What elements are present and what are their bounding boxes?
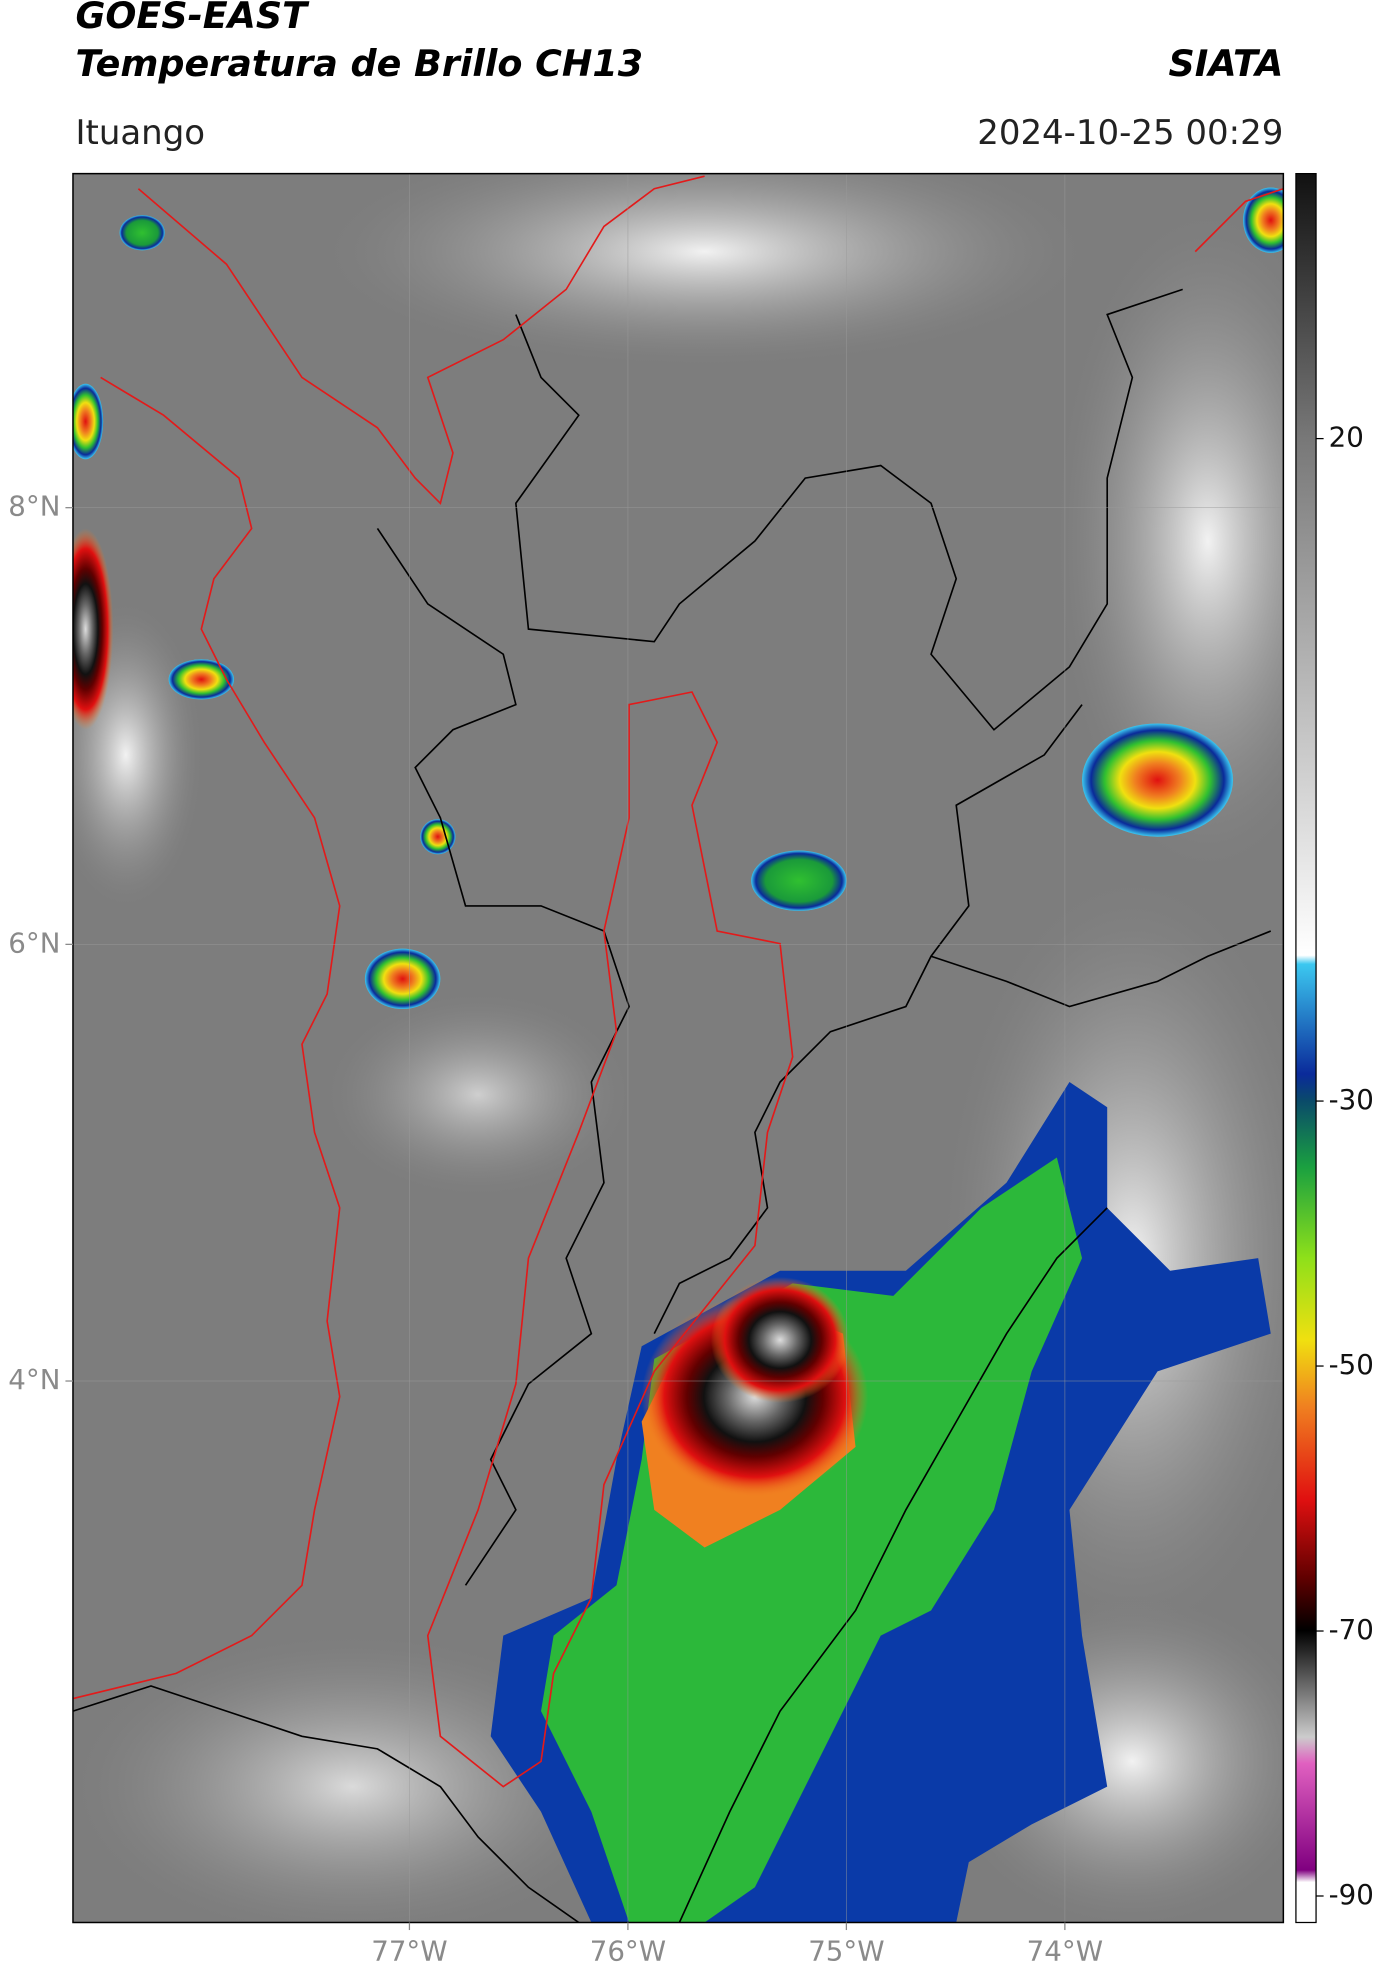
- border: [515, 288, 1183, 731]
- location: Ituango: [75, 113, 205, 153]
- storm-cell: [168, 659, 235, 700]
- storm-core: [710, 1277, 850, 1403]
- grid: [72, 173, 1284, 1923]
- border: [930, 930, 1272, 1008]
- colorbar-tick-label: -50: [1329, 1348, 1374, 1381]
- subtitle: Temperatura de Brillo CH13: [75, 42, 643, 85]
- x-tick-label: 75°W: [808, 1935, 884, 1968]
- colorbar-tick-label: -30: [1329, 1083, 1374, 1116]
- datetime: 2024-10-25 00:29: [977, 113, 1283, 153]
- y-tick-label: 8°N: [8, 490, 60, 523]
- x-tick-label: 77°W: [371, 1935, 447, 1968]
- storm-cell: [420, 819, 456, 855]
- x-tick-label: 76°W: [590, 1935, 666, 1968]
- colorbar: [1295, 172, 1317, 1924]
- region-boundary: [426, 691, 794, 1788]
- source: SIATA: [1168, 42, 1283, 85]
- cloud: [327, 993, 630, 1196]
- coastline: [137, 175, 705, 505]
- border: [653, 704, 1083, 1335]
- storm-cell: [364, 948, 441, 1010]
- colorbar-tick-label: -70: [1329, 1613, 1374, 1646]
- colorbar-tick-label: -90: [1329, 1878, 1374, 1911]
- cloud: [327, 173, 1082, 365]
- storm-cell: [1243, 187, 1284, 253]
- cloud: [1056, 213, 1284, 869]
- x-tick-label: 74°W: [1027, 1935, 1103, 1968]
- map: [72, 173, 1284, 1923]
- storm-cell: [1082, 723, 1234, 837]
- border: [678, 1207, 1108, 1923]
- map-frame: [72, 172, 1285, 1924]
- storm-cell: [119, 215, 165, 251]
- colorbar-tick-label: 20: [1329, 421, 1364, 454]
- coastline: [1194, 187, 1284, 253]
- title: GOES-EAST: [75, 0, 310, 37]
- storm-cell: [751, 850, 847, 911]
- coastline: [72, 376, 341, 1700]
- storm-cell: [72, 383, 104, 460]
- y-tick-label: 4°N: [8, 1363, 60, 1396]
- storm-cell: [72, 528, 114, 730]
- y-tick-label: 6°N: [8, 926, 60, 959]
- border: [72, 1685, 580, 1923]
